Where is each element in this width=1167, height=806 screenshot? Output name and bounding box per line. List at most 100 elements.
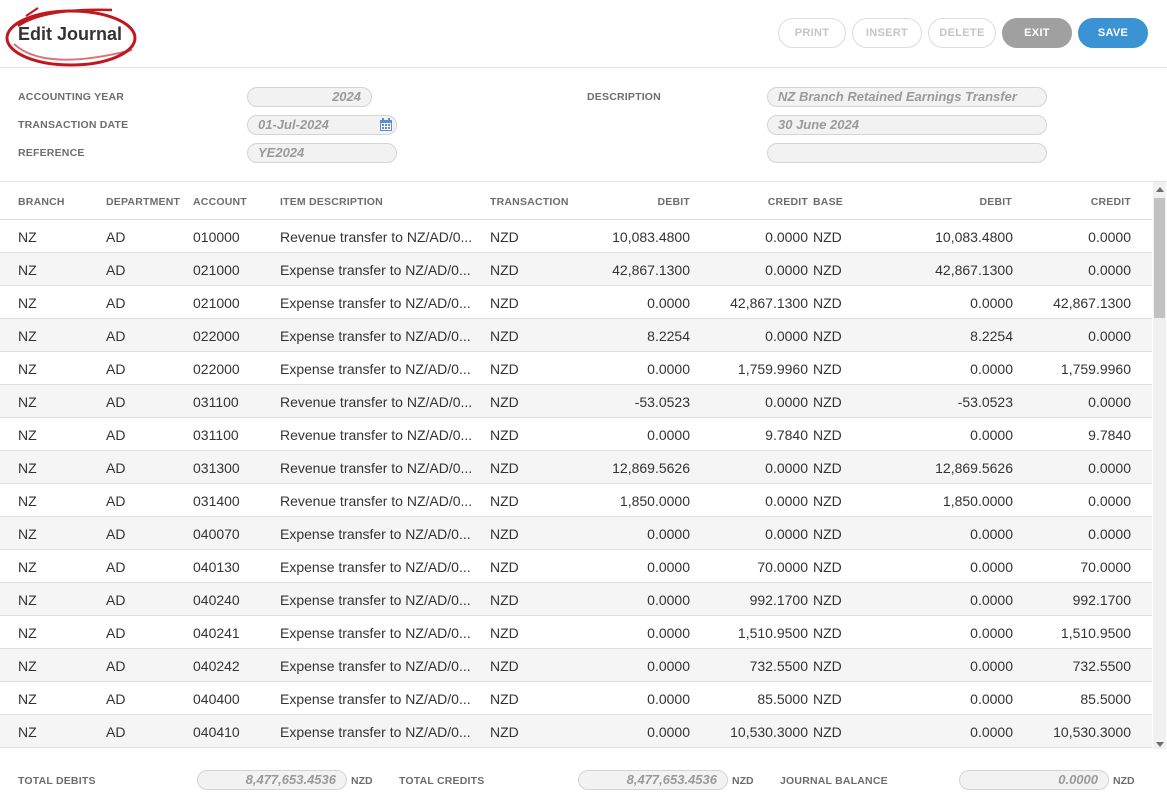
total-credits-unit: NZD — [732, 775, 754, 787]
table-row[interactable]: NZ AD 010000 Revenue transfer to NZ/AD/0...… — [0, 220, 1152, 253]
transaction-date-field[interactable]: 01-Jul-2024 — [247, 115, 397, 135]
cell-base-debit: 0.0000 — [970, 691, 1013, 707]
cell-debit: 8.2254 — [647, 328, 690, 344]
table-row[interactable]: NZ AD 040070 Expense transfer to NZ/AD/0...… — [0, 517, 1152, 550]
cell-base: NZD — [813, 328, 842, 344]
cell-base-debit: -53.0523 — [957, 394, 1013, 410]
cell-department: AD — [106, 361, 126, 377]
table-row[interactable]: NZ AD 022000 Expense transfer to NZ/AD/0...… — [0, 319, 1152, 352]
cell-base: NZD — [813, 427, 842, 443]
toolbar: PRINT INSERT DELETE EXIT SAVE — [778, 18, 1148, 48]
table-header: BRANCH DEPARTMENT ACCOUNT ITEM DESCRIPTI… — [0, 182, 1152, 220]
column-header-account[interactable]: ACCOUNT — [193, 196, 247, 208]
column-header-transaction[interactable]: TRANSACTION — [490, 196, 569, 208]
cell-department: AD — [106, 394, 126, 410]
table-row[interactable]: NZ AD 031300 Revenue transfer to NZ/AD/0...… — [0, 451, 1152, 484]
column-header-branch[interactable]: BRANCH — [18, 196, 65, 208]
total-credits-field: 8,477,653.4536 — [578, 770, 728, 790]
cell-base-credit: 70.0000 — [1080, 559, 1131, 575]
table-row[interactable]: NZ AD 040130 Expense transfer to NZ/AD/0...… — [0, 550, 1152, 583]
cell-base: NZD — [813, 724, 842, 740]
cell-debit: 12,869.5626 — [612, 460, 690, 476]
cell-base-credit: 10,530.3000 — [1053, 724, 1131, 740]
cell-credit: 70.0000 — [757, 559, 808, 575]
cell-item-description: Expense transfer to NZ/AD/0... — [280, 295, 471, 311]
cell-base-credit: 85.5000 — [1080, 691, 1131, 707]
cell-account: 031100 — [193, 394, 239, 410]
table-row[interactable]: NZ AD 031100 Revenue transfer to NZ/AD/0...… — [0, 418, 1152, 451]
cell-item-description: Expense transfer to NZ/AD/0... — [280, 724, 471, 740]
cell-base-credit: 732.5500 — [1072, 658, 1131, 674]
cell-transaction: NZD — [490, 658, 519, 674]
table-row[interactable]: NZ AD 040410 Expense transfer to NZ/AD/0...… — [0, 715, 1152, 748]
cell-account: 021000 — [193, 295, 240, 311]
cell-base-credit: 1,510.9500 — [1060, 625, 1131, 641]
cell-base-debit: 0.0000 — [970, 592, 1013, 608]
cell-account: 040242 — [193, 658, 240, 674]
arrow-down-icon[interactable] — [1156, 742, 1164, 747]
column-header-department[interactable]: DEPARTMENT — [106, 196, 181, 208]
arrow-up-icon[interactable] — [1156, 187, 1164, 192]
table-row[interactable]: NZ AD 040242 Expense transfer to NZ/AD/0...… — [0, 649, 1152, 682]
description-field-line3[interactable] — [767, 143, 1047, 163]
cell-branch: NZ — [18, 691, 37, 707]
cell-account: 040130 — [193, 559, 240, 575]
insert-button[interactable]: INSERT — [852, 18, 922, 48]
exit-button[interactable]: EXIT — [1002, 18, 1072, 48]
cell-base: NZD — [813, 262, 842, 278]
scrollbar-thumb[interactable] — [1154, 198, 1165, 318]
save-button[interactable]: SAVE — [1078, 18, 1148, 48]
description-field-line2[interactable]: 30 June 2024 — [767, 115, 1047, 135]
cell-item-description: Expense transfer to NZ/AD/0... — [280, 526, 471, 542]
table-row[interactable]: NZ AD 031100 Revenue transfer to NZ/AD/0...… — [0, 385, 1152, 418]
reference-field[interactable]: YE2024 — [247, 143, 397, 163]
cell-account: 031400 — [193, 493, 240, 509]
cell-transaction: NZD — [490, 625, 519, 641]
column-header-credit[interactable]: CREDIT — [767, 196, 808, 208]
table-row[interactable]: NZ AD 021000 Expense transfer to NZ/AD/0...… — [0, 253, 1152, 286]
cell-base-debit: 42,867.1300 — [935, 262, 1013, 278]
cell-branch: NZ — [18, 295, 37, 311]
cell-base-debit: 0.0000 — [970, 526, 1013, 542]
table-row[interactable]: NZ AD 040240 Expense transfer to NZ/AD/0...… — [0, 583, 1152, 616]
calendar-icon[interactable] — [379, 118, 393, 132]
cell-base: NZD — [813, 229, 842, 245]
cell-base-debit: 10,083.4800 — [935, 229, 1013, 245]
column-header-debit[interactable]: DEBIT — [657, 196, 690, 208]
cell-department: AD — [106, 559, 126, 575]
cell-branch: NZ — [18, 394, 37, 410]
table-row[interactable]: NZ AD 021000 Expense transfer to NZ/AD/0...… — [0, 286, 1152, 319]
cell-account: 021000 — [193, 262, 240, 278]
column-header-base[interactable]: BASE — [813, 196, 843, 208]
cell-base: NZD — [813, 394, 842, 410]
cell-base-debit: 0.0000 — [970, 658, 1013, 674]
cell-item-description: Revenue transfer to NZ/AD/0... — [280, 493, 473, 509]
cell-item-description: Expense transfer to NZ/AD/0... — [280, 328, 471, 344]
title-highlight: Edit Journal — [4, 4, 144, 68]
table-row[interactable]: NZ AD 022000 Expense transfer to NZ/AD/0...… — [0, 352, 1152, 385]
print-button[interactable]: PRINT — [778, 18, 846, 48]
cell-branch: NZ — [18, 493, 37, 509]
column-header-base-credit[interactable]: CREDIT — [1090, 196, 1131, 208]
description-field-line1[interactable]: NZ Branch Retained Earnings Transfer — [767, 87, 1047, 107]
delete-button[interactable]: DELETE — [928, 18, 996, 48]
cell-transaction: NZD — [490, 526, 519, 542]
table-row[interactable]: NZ AD 040241 Expense transfer to NZ/AD/0...… — [0, 616, 1152, 649]
cell-item-description: Expense transfer to NZ/AD/0... — [280, 592, 471, 608]
cell-branch: NZ — [18, 559, 37, 575]
accounting-year-field[interactable]: 2024 — [247, 87, 372, 107]
table-scrollbar[interactable] — [1153, 182, 1166, 749]
table-row[interactable]: NZ AD 040400 Expense transfer to NZ/AD/0...… — [0, 682, 1152, 715]
cell-base-debit: 1,850.0000 — [942, 493, 1013, 509]
cell-transaction: NZD — [490, 691, 519, 707]
column-header-item-description[interactable]: ITEM DESCRIPTION — [280, 196, 383, 208]
journal-balance-label: JOURNAL BALANCE — [780, 775, 888, 787]
cell-credit: 992.1700 — [749, 592, 808, 608]
cell-account: 022000 — [193, 361, 240, 377]
transaction-date-value: 01-Jul-2024 — [258, 117, 329, 132]
cell-branch: NZ — [18, 625, 37, 641]
column-header-base-debit[interactable]: DEBIT — [979, 196, 1012, 208]
cell-transaction: NZD — [490, 724, 519, 740]
cell-account: 040410 — [193, 724, 240, 740]
table-row[interactable]: NZ AD 031400 Revenue transfer to NZ/AD/0...… — [0, 484, 1152, 517]
